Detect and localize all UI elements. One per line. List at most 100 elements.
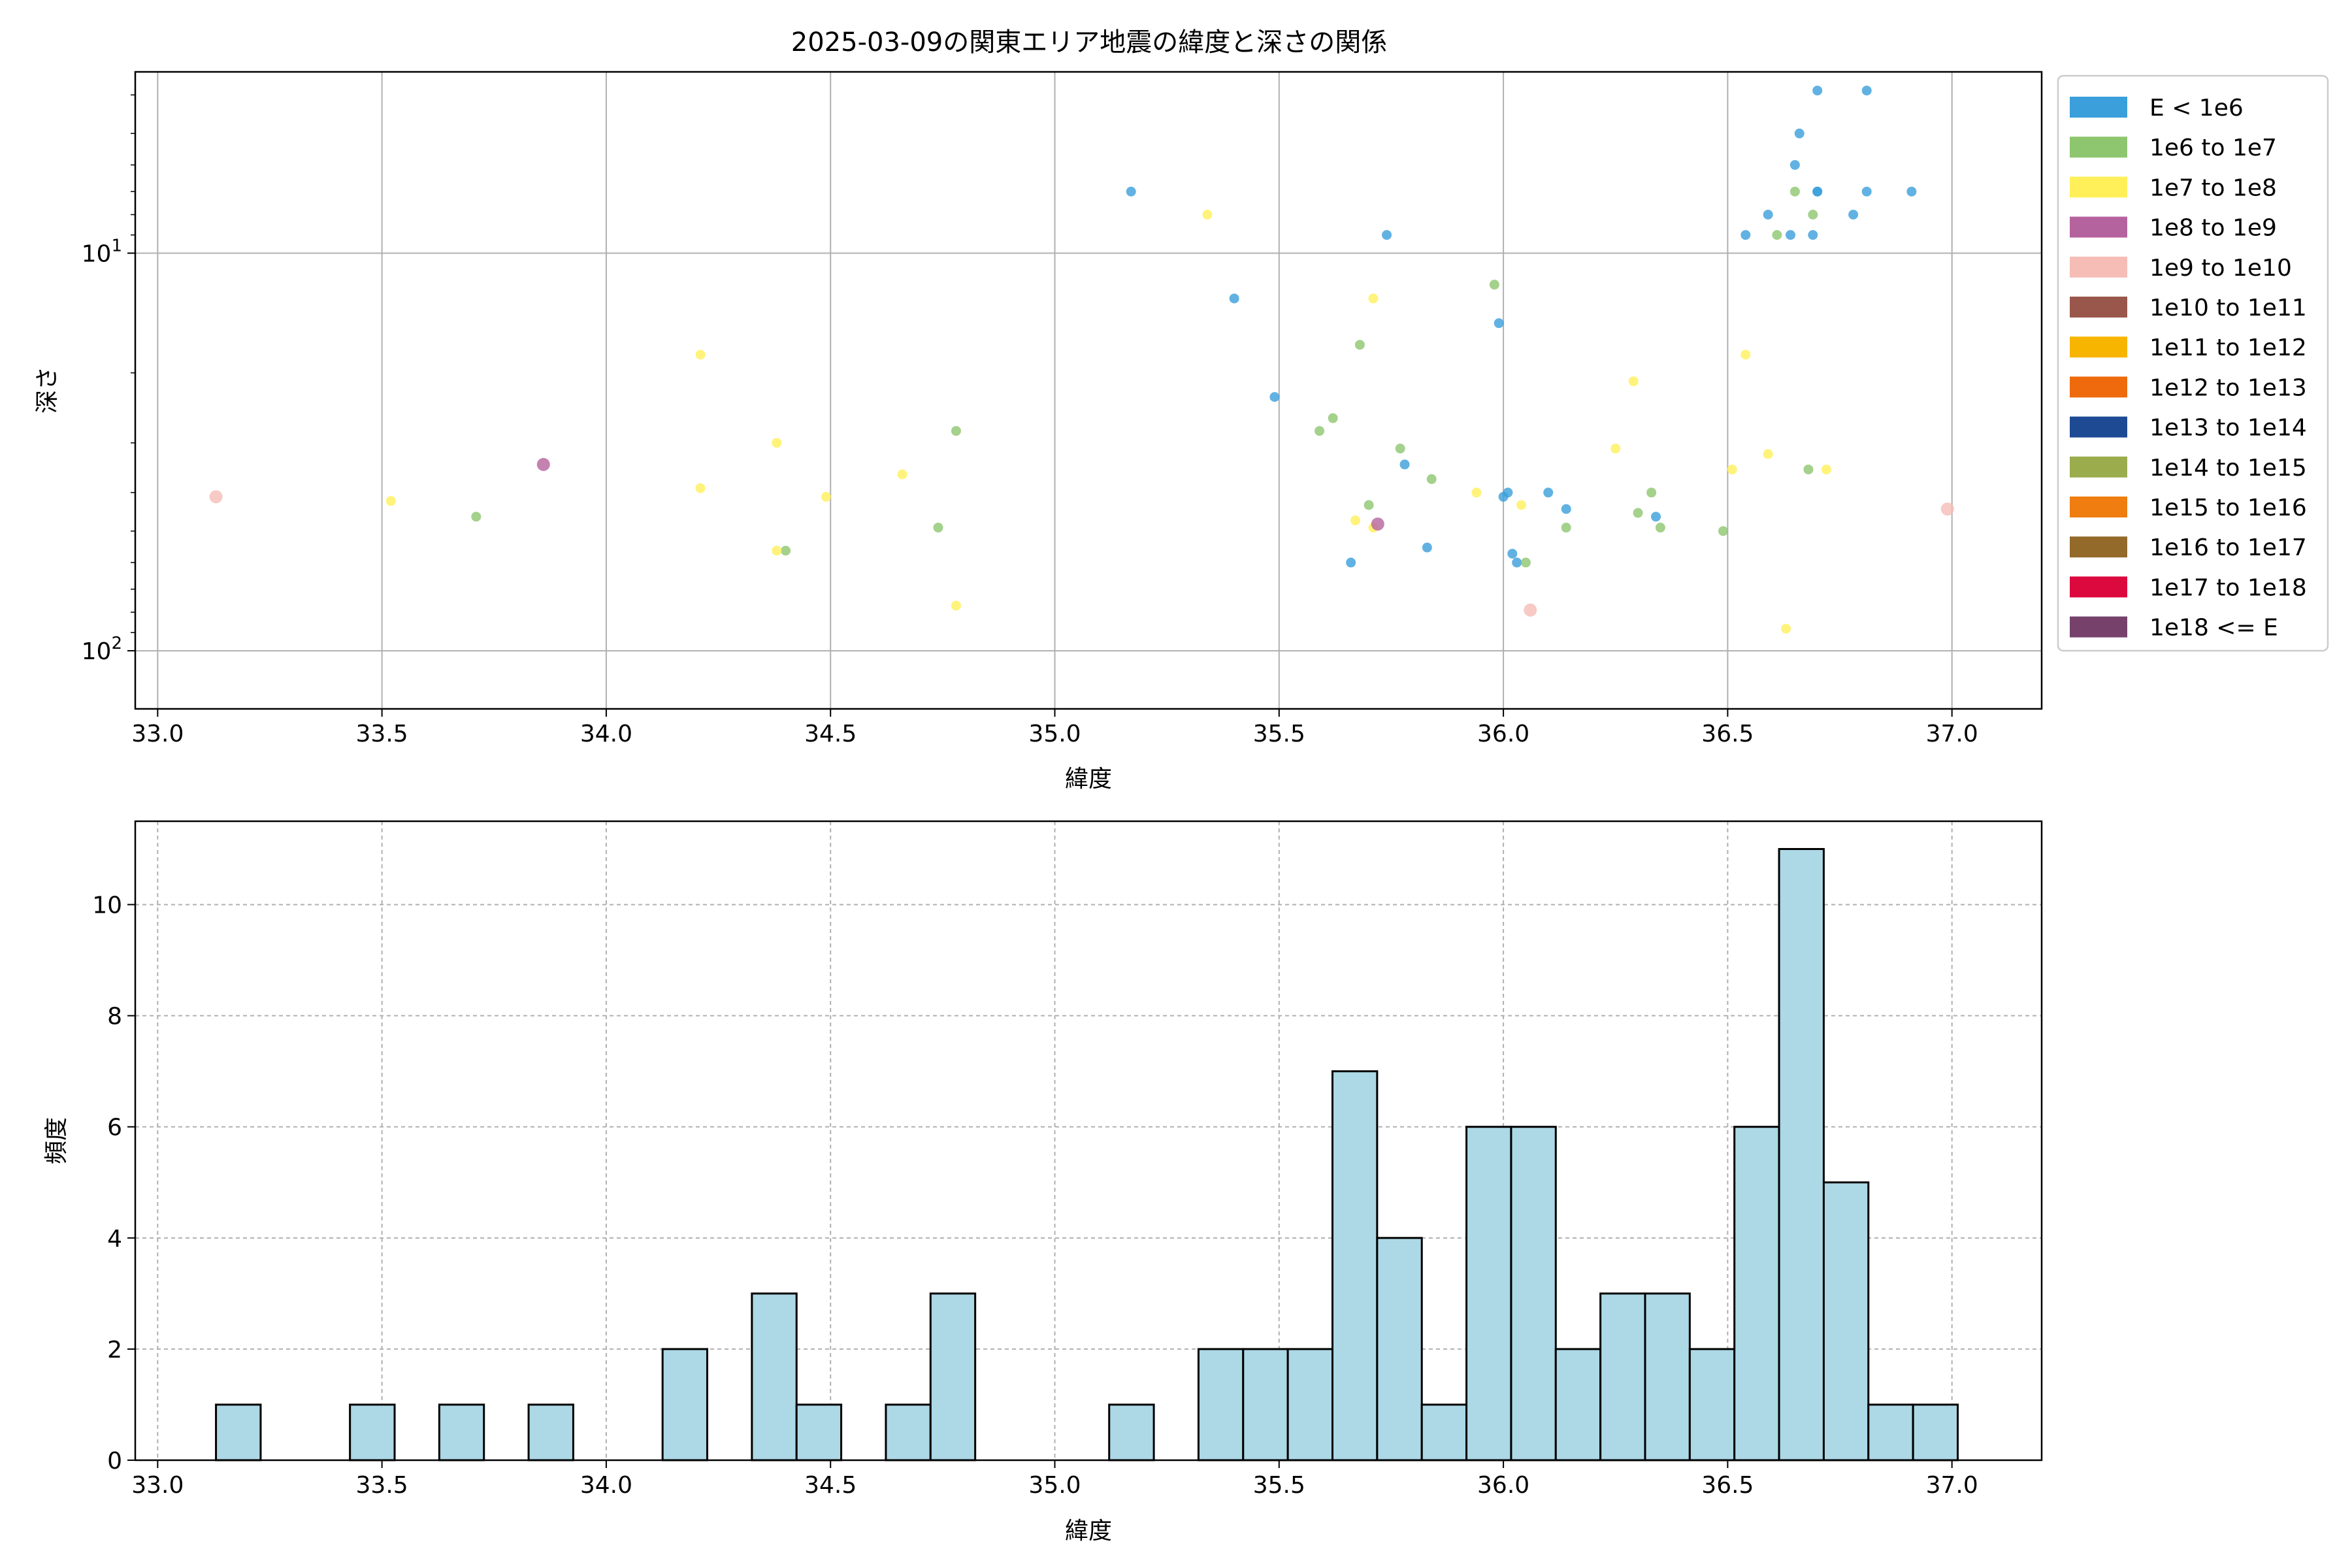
legend-label: E < 1e6 (2149, 95, 2244, 122)
scatter-point (695, 483, 706, 493)
scatter-point (1633, 508, 1643, 518)
y-tick-label: 4 (107, 1226, 122, 1252)
histogram-y-ticks: 0 2 4 6 8 10 (92, 892, 135, 1475)
scatter-y-axis-label: 深さ (34, 367, 61, 414)
histogram-bar (1465, 1126, 1512, 1462)
histogram-bar (1688, 1348, 1736, 1462)
scatter-point (1426, 474, 1437, 484)
scatter-point (951, 600, 961, 611)
histogram-bar (527, 1403, 574, 1462)
scatter-point (1628, 376, 1639, 387)
scatter-x-ticks: 33.0 33.5 34.0 34.5 35.0 35.5 36.0 36.5 37.0 (131, 709, 1978, 747)
histogram-bar (1376, 1237, 1423, 1462)
histogram-bar (349, 1403, 396, 1462)
legend-swatch (2070, 256, 2127, 278)
histogram-bars (215, 848, 1959, 1462)
x-tick-label: 35.0 (1028, 721, 1081, 747)
scatter-point (1368, 293, 1379, 304)
scatter-point (1269, 392, 1280, 402)
scatter-point (1803, 465, 1814, 475)
scatter-point (1740, 230, 1751, 240)
scatter-point (1786, 230, 1796, 240)
histogram-bar (215, 1403, 262, 1462)
x-tick-label: 35.5 (1253, 1472, 1305, 1499)
scatter-point (1399, 459, 1410, 470)
histogram-bar (1331, 1070, 1379, 1462)
scatter-point (1821, 465, 1831, 475)
histogram-bar (438, 1403, 485, 1462)
legend-label: 1e11 to 1e12 (2149, 335, 2307, 361)
histogram-bar (1599, 1292, 1646, 1462)
scatter-y-ticks: 101 102 (82, 94, 135, 665)
histogram-bar (929, 1292, 977, 1462)
legend-swatch (2070, 456, 2127, 478)
scatter-points (209, 86, 1954, 634)
x-tick-label: 35.0 (1028, 1472, 1081, 1499)
scatter-point (1315, 426, 1325, 436)
histogram-bar (1420, 1403, 1468, 1462)
scatter-point (1772, 230, 1782, 240)
x-tick-label: 36.5 (1701, 721, 1754, 747)
legend-swatch (2070, 497, 2127, 517)
legend-label: 1e16 to 1e17 (2149, 534, 2307, 561)
histogram-bar (1867, 1403, 1914, 1462)
scatter-point (1646, 487, 1657, 498)
scatter-point (1812, 86, 1823, 96)
legend-label: 1e6 to 1e7 (2149, 135, 2277, 161)
scatter-point (1520, 557, 1531, 568)
scatter-point (1561, 504, 1571, 514)
y-tick-label: 8 (107, 1004, 122, 1030)
scatter-point (1861, 86, 1872, 96)
histogram-bar (661, 1348, 709, 1462)
scatter-point (1848, 209, 1859, 220)
scatter-point (1561, 523, 1571, 533)
scatter-point (1507, 548, 1518, 559)
legend-swatch (2070, 616, 2127, 638)
legend-label: 1e17 to 1e18 (2149, 574, 2307, 601)
legend-label: 1e8 to 1e9 (2149, 215, 2277, 242)
scatter-point (781, 546, 791, 556)
legend-label: 1e9 to 1e10 (2149, 255, 2292, 282)
scatter-point (1354, 340, 1365, 350)
histogram-bar (1733, 1126, 1780, 1462)
scatter-point (1422, 542, 1432, 553)
scatter-point (1655, 523, 1665, 533)
legend-swatch (2070, 97, 2127, 118)
scatter-x-axis-label: 緯度 (1065, 766, 1112, 792)
scatter-point (471, 512, 482, 522)
scatter-point (1763, 209, 1773, 220)
x-tick-label: 36.0 (1477, 721, 1529, 747)
histogram-y-axis-label: 頻度 (43, 1117, 70, 1164)
scatter-point (1516, 500, 1527, 510)
legend-label: 1e10 to 1e11 (2149, 295, 2307, 321)
scatter-plot-frame (134, 71, 2043, 710)
histogram-bar (1644, 1292, 1691, 1462)
histogram-bar (1912, 1403, 1959, 1462)
histogram-plot-frame (134, 820, 2043, 1462)
scatter-point (536, 457, 550, 471)
scatter-point (1489, 280, 1499, 290)
scatter-point (1328, 413, 1338, 423)
y-tick-label: 2 (107, 1337, 122, 1364)
histogram-bar (1108, 1403, 1155, 1462)
x-tick-label: 34.5 (804, 721, 857, 747)
legend-swatch (2070, 536, 2127, 558)
scatter-point (1503, 487, 1513, 498)
x-tick-label: 37.0 (1926, 721, 1978, 747)
legend-frame (2057, 74, 2329, 652)
histogram-bar (1554, 1348, 1602, 1462)
histogram-bar (1242, 1348, 1289, 1462)
legend-label: 1e12 to 1e13 (2149, 374, 2307, 401)
legend-swatch (2070, 176, 2127, 198)
scatter-point (1382, 230, 1392, 240)
legend-swatch (2070, 216, 2127, 238)
scatter-point (1763, 449, 1773, 459)
scatter-point (1524, 603, 1537, 617)
legend-label: 1e7 to 1e8 (2149, 174, 2277, 201)
legend: E < 1e6 1e6 to 1e7 1e7 to 1e8 1e8 to 1e9 1e9… (2057, 74, 2329, 652)
scatter-point (951, 426, 961, 436)
scatter-point (1808, 209, 1818, 220)
scatter-point (209, 490, 223, 504)
histogram-x-ticks: 33.0 33.5 34.0 34.5 35.0 35.5 36.0 36.5 37.0 (131, 1460, 1978, 1499)
scatter-point (1906, 186, 1917, 197)
